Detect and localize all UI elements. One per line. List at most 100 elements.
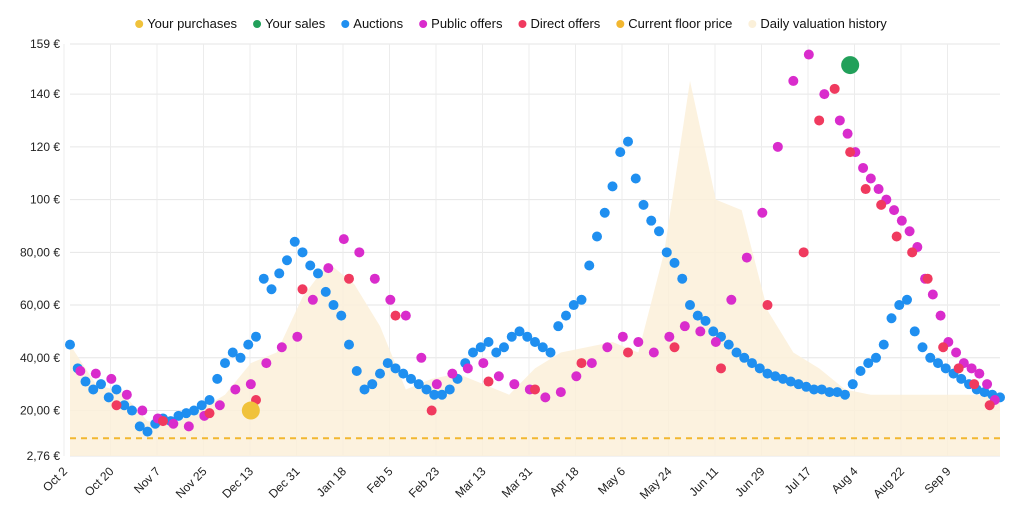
public-offers-point[interactable] [664, 331, 675, 342]
direct-offers-point[interactable] [938, 342, 949, 353]
direct-offers-point[interactable] [297, 284, 308, 295]
public-offers-point[interactable] [617, 331, 628, 342]
public-offers-point[interactable] [896, 215, 907, 226]
public-offers-point[interactable] [695, 326, 706, 337]
direct-offers-point[interactable] [576, 358, 587, 369]
public-offers-point[interactable] [555, 387, 566, 398]
public-offers-point[interactable] [183, 421, 194, 432]
auctions-point[interactable] [871, 352, 881, 363]
auctions-point[interactable] [770, 371, 781, 382]
your-sales-point[interactable] [841, 56, 860, 75]
direct-offers-point[interactable] [483, 376, 494, 387]
auctions-point[interactable] [320, 286, 331, 297]
direct-offers-point[interactable] [953, 363, 964, 374]
auctions-point[interactable] [561, 310, 571, 321]
direct-offers-point[interactable] [860, 184, 871, 195]
auctions-point[interactable] [506, 331, 517, 342]
public-offers-point[interactable] [982, 379, 993, 390]
public-offers-point[interactable] [75, 365, 86, 376]
public-offers-point[interactable] [865, 173, 876, 184]
public-offers-point[interactable] [261, 358, 272, 369]
auctions-point[interactable] [537, 342, 548, 353]
direct-offers-point[interactable] [876, 199, 887, 210]
public-offers-point[interactable] [400, 310, 411, 321]
auctions-point[interactable] [863, 358, 874, 369]
auctions-point[interactable] [708, 326, 719, 337]
public-offers-point[interactable] [106, 373, 117, 384]
auctions-point[interactable] [847, 379, 858, 390]
auctions-point[interactable] [778, 373, 788, 384]
public-offers-point[interactable] [889, 205, 900, 216]
your-purchases-point[interactable] [241, 401, 260, 420]
auctions-point[interactable] [894, 300, 905, 311]
public-offers-point[interactable] [462, 363, 473, 374]
auctions-point[interactable] [251, 331, 261, 342]
public-offers-point[interactable] [741, 252, 752, 263]
public-offers-point[interactable] [633, 336, 644, 347]
public-offers-point[interactable] [354, 247, 365, 258]
auctions-point[interactable] [747, 358, 757, 369]
public-offers-point[interactable] [904, 226, 915, 237]
direct-offers-point[interactable] [845, 147, 856, 158]
auctions-point[interactable] [359, 384, 370, 395]
auctions-point[interactable] [909, 326, 920, 337]
direct-offers-point[interactable] [829, 83, 840, 94]
auctions-point[interactable] [127, 405, 137, 416]
public-offers-point[interactable] [873, 184, 884, 195]
auctions-point[interactable] [933, 358, 943, 369]
public-offers-point[interactable] [803, 49, 814, 60]
auctions-point[interactable] [824, 387, 835, 398]
auctions-point[interactable] [902, 294, 912, 305]
auctions-point[interactable] [351, 365, 362, 376]
auctions-point[interactable] [328, 300, 339, 311]
auctions-point[interactable] [119, 400, 130, 411]
auctions-point[interactable] [111, 384, 122, 395]
direct-offers-point[interactable] [969, 379, 980, 390]
auctions-point[interactable] [979, 387, 990, 398]
auctions-point[interactable] [266, 284, 277, 295]
auctions-point[interactable] [181, 408, 192, 419]
direct-offers-point[interactable] [984, 400, 995, 411]
public-offers-point[interactable] [602, 342, 613, 353]
auctions-point[interactable] [739, 352, 750, 363]
direct-offers-point[interactable] [716, 363, 726, 374]
auctions-point[interactable] [623, 136, 633, 147]
public-offers-point[interactable] [772, 141, 783, 152]
direct-offers-point[interactable] [426, 405, 437, 416]
public-offers-point[interactable] [974, 368, 985, 379]
direct-offers-point[interactable] [623, 347, 633, 358]
auctions-point[interactable] [142, 426, 153, 437]
public-offers-point[interactable] [726, 294, 737, 305]
direct-offers-point[interactable] [158, 416, 168, 427]
auctions-point[interactable] [96, 379, 106, 390]
public-offers-point[interactable] [648, 347, 659, 358]
auctions-point[interactable] [243, 339, 254, 350]
public-offers-point[interactable] [369, 273, 380, 284]
auctions-point[interactable] [661, 247, 672, 258]
public-offers-point[interactable] [90, 368, 101, 379]
auctions-point[interactable] [429, 389, 440, 400]
auctions-point[interactable] [282, 255, 292, 266]
auctions-point[interactable] [592, 231, 602, 242]
public-offers-point[interactable] [586, 358, 597, 369]
auctions-point[interactable] [220, 358, 230, 369]
auctions-point[interactable] [437, 389, 447, 400]
public-offers-point[interactable] [757, 207, 768, 218]
auctions-point[interactable] [382, 358, 393, 369]
public-offers-point[interactable] [935, 310, 946, 321]
public-offers-point[interactable] [710, 336, 721, 347]
auctions-point[interactable] [731, 347, 742, 358]
direct-offers-point[interactable] [111, 400, 122, 411]
auctions-point[interactable] [723, 339, 734, 350]
direct-offers-point[interactable] [922, 273, 933, 284]
auctions-point[interactable] [475, 342, 486, 353]
auctions-point[interactable] [468, 347, 478, 358]
auctions-point[interactable] [375, 368, 385, 379]
auctions-point[interactable] [917, 342, 928, 353]
auctions-point[interactable] [297, 247, 308, 258]
auctions-point[interactable] [832, 387, 843, 398]
auctions-point[interactable] [630, 173, 641, 184]
auctions-point[interactable] [88, 384, 99, 395]
public-offers-point[interactable] [951, 347, 962, 358]
legend-item[interactable]: Your purchases [135, 16, 238, 31]
